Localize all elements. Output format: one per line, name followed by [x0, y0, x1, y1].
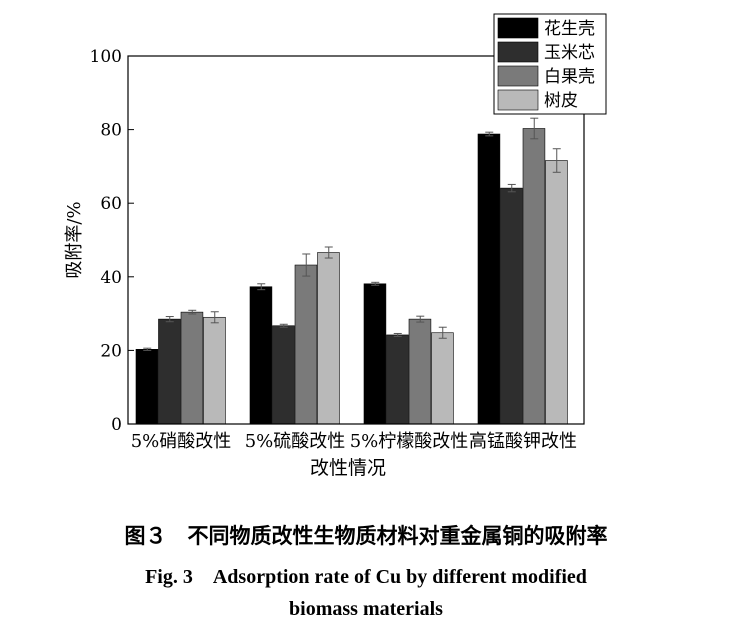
legend-swatch [497, 41, 539, 63]
y-tick-label: 80 [100, 121, 122, 141]
x-category-label: 5%硝酸改性 [131, 431, 232, 452]
legend-label: 白果壳 [544, 67, 595, 87]
x-category-label: 5%柠檬酸改性 [350, 431, 469, 452]
bar [363, 283, 387, 425]
bar [294, 264, 318, 425]
bar [408, 318, 432, 425]
legend-swatch [497, 65, 539, 87]
bar [522, 128, 546, 425]
bar [500, 187, 523, 425]
y-tick-label: 60 [100, 194, 122, 214]
bar [386, 334, 409, 425]
bar [477, 133, 501, 425]
legend-swatch [497, 89, 539, 111]
bar [272, 325, 295, 425]
y-tick-label: 40 [100, 268, 122, 288]
legend-label: 花生壳 [544, 19, 595, 39]
plot-frame [127, 55, 585, 425]
y-tick-label: 20 [100, 341, 122, 361]
bar-group [135, 128, 568, 425]
bar [249, 286, 273, 425]
error-bar-group [143, 117, 561, 351]
figure-caption-english-line2: biomass materials [289, 598, 443, 620]
figure-caption-chinese: 图３ 不同物质改性生物质材料对重金属铜的吸附率 [124, 524, 608, 548]
bar [545, 160, 568, 425]
x-category-label: 高锰酸钾改性 [469, 431, 577, 452]
bar-chart: 0 20 40 60 80 100 5%硝酸改性 5%硫酸改性 5%柠檬酸改性 高锰酸钾改性 改… [64, 13, 607, 479]
legend-label: 树皮 [544, 91, 578, 111]
bar [135, 348, 159, 425]
figure-caption-english-line1: Fig. 3 Adsorption rate of Cu by differen… [145, 566, 587, 588]
y-ticks: 0 20 40 60 80 100 [90, 47, 134, 435]
x-category-labels: 5%硝酸改性 5%硫酸改性 5%柠檬酸改性 高锰酸钾改性 [131, 431, 577, 452]
y-tick-label: 100 [90, 47, 122, 67]
bar [203, 316, 226, 425]
bar [431, 332, 454, 425]
legend-label: 玉米芯 [544, 43, 595, 63]
bar [317, 252, 340, 425]
y-tick-label: 0 [111, 415, 122, 435]
bar [180, 311, 204, 425]
legend-swatch [497, 17, 539, 39]
axes [127, 55, 585, 425]
bar [158, 318, 181, 425]
y-axis-label: 吸附率/% [64, 201, 85, 278]
x-category-label: 5%硫酸改性 [245, 431, 346, 452]
x-axis-label: 改性情况 [310, 457, 386, 479]
